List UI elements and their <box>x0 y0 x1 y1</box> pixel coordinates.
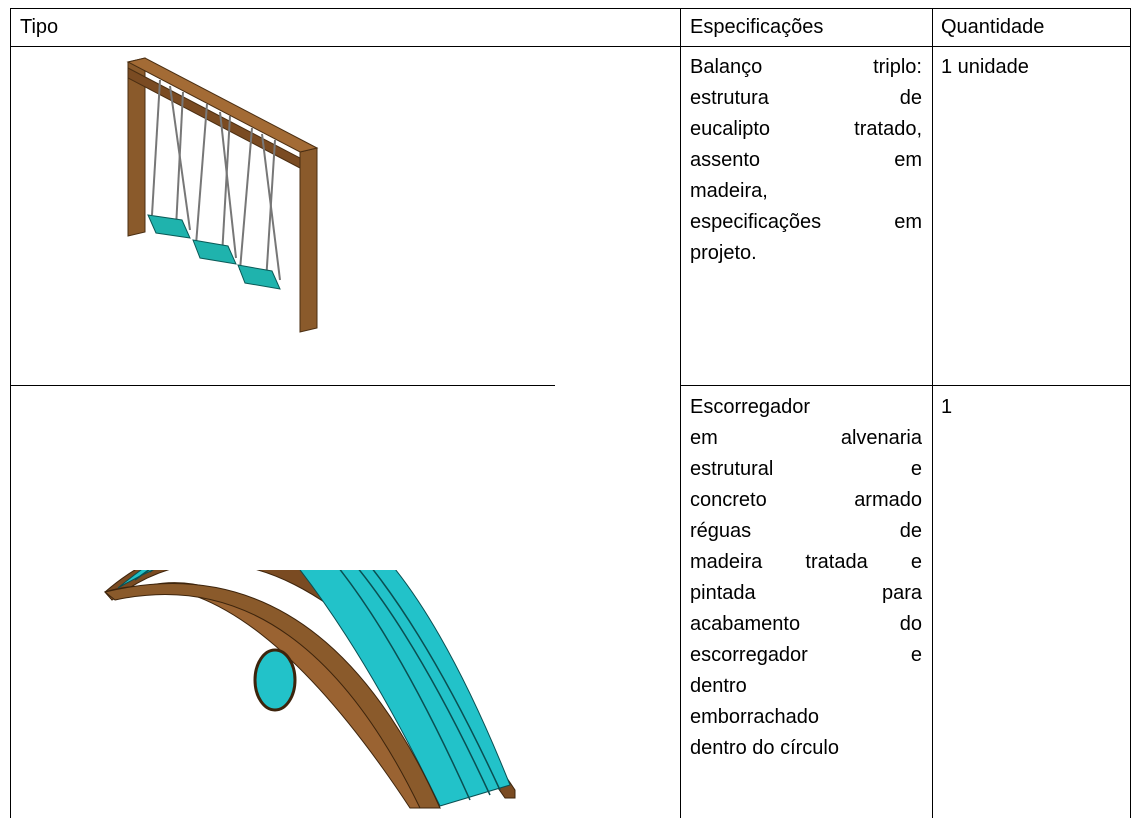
table-border <box>1130 8 1131 818</box>
spec-line: madeira, <box>690 180 768 202</box>
header-cell: Tipo <box>20 16 59 38</box>
table-border <box>932 8 933 818</box>
table-border <box>10 385 555 386</box>
spec-line: emborrachado <box>690 706 819 728</box>
spec-line: Balanço triplo: <box>690 56 922 78</box>
spec-line: especificações em <box>690 211 922 233</box>
spec-line: estrutural e <box>690 458 922 480</box>
spec-line: acabamento do <box>690 613 922 635</box>
quantity-cell: 1 unidade <box>941 56 1029 78</box>
header-cell: Especificações <box>690 16 824 38</box>
spec-line: estrutura de <box>690 87 922 109</box>
slide-image <box>103 570 516 809</box>
spec-line: escorregador e <box>690 644 922 666</box>
spec-line: eucalipto tratado, <box>690 118 922 140</box>
table-border <box>10 8 1131 9</box>
table-border <box>10 8 11 818</box>
header-cell: Quantidade <box>941 16 1045 38</box>
table-border <box>680 8 681 818</box>
spec-line: Escorregador <box>690 396 811 418</box>
quantity-cell: 1 <box>941 396 953 418</box>
spec-cell: Balanço triplo: estrutura de eucalipto tra… <box>690 52 922 269</box>
spec-line: madeira tratada e <box>690 551 922 573</box>
table-border <box>680 385 1131 386</box>
spec-cell: Escorregador em alvenaria estrutural e conc… <box>690 392 922 764</box>
spec-line: dentro do círculo <box>690 737 839 759</box>
spec-line: assento em <box>690 149 922 171</box>
spec-line: concreto armado <box>690 489 922 511</box>
table-border <box>10 46 1131 47</box>
spec-line: em alvenaria <box>690 427 922 449</box>
spec-line: dentro <box>690 675 747 697</box>
spec-line: projeto. <box>690 242 757 264</box>
spec-line: réguas de <box>690 520 922 542</box>
spec-line: pintada para <box>690 582 922 604</box>
swing-image <box>126 57 319 333</box>
